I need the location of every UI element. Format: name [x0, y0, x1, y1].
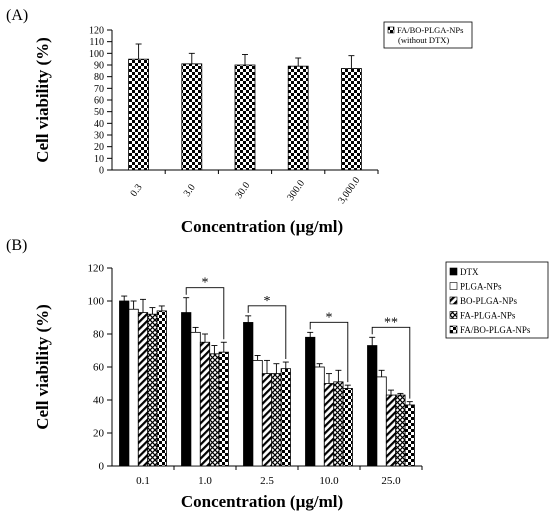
x-tick-label: 2.5: [260, 475, 274, 487]
bar: [199, 341, 211, 467]
significance-bracket: [309, 321, 349, 383]
x-tick-label: 0.1: [136, 475, 150, 487]
bar: [385, 394, 397, 467]
legend-label: PLGA-NPs: [460, 282, 502, 292]
legend-label-line2: (without DTX): [398, 35, 449, 45]
y-tick-label: 70: [94, 84, 104, 95]
bar: [340, 68, 362, 171]
legend-swatch: [449, 267, 458, 276]
bar: [261, 373, 273, 467]
legend: DTX PLGA-NPs BO-PLGA-NPs FA-PLGA-NPs FA/BO-P…: [445, 261, 549, 339]
significance-bracket: [247, 305, 287, 360]
legend: FA/BO-PLGA-NPs(without DTX): [383, 21, 473, 49]
y-tick-label: 40: [93, 395, 105, 407]
y-tick-label: 100: [89, 49, 104, 60]
legend-swatch: [449, 282, 458, 290]
y-tick-label: 100: [88, 296, 105, 308]
y-tick-label: 50: [94, 107, 104, 118]
y-tick-label: 120: [89, 26, 104, 37]
y-tick-label: 0: [99, 166, 104, 177]
x-tick-label: 3,000.0: [336, 175, 362, 206]
x-tick-label: 25.0: [381, 475, 401, 487]
x-tick-label: 1.0: [198, 475, 212, 487]
bar: [376, 376, 387, 467]
y-axis-title: Cell viability (%): [33, 304, 52, 430]
y-tick-label: 10: [94, 154, 104, 165]
bar: [234, 64, 256, 171]
significance-label: *: [264, 294, 271, 309]
bar: [218, 351, 229, 467]
x-tick-label: 3.0: [182, 182, 198, 199]
legend-label: FA-PLGA-NPs: [460, 311, 516, 321]
x-axis-title: Concentration (µg/ml): [181, 217, 343, 236]
bar: [190, 331, 201, 467]
bar: [181, 63, 203, 171]
bar: [156, 310, 167, 467]
y-tick-label: 80: [93, 329, 105, 341]
legend-swatch: [449, 296, 458, 305]
legend-swatch: [449, 311, 458, 319]
bar: [137, 312, 149, 467]
legend-swatch: [449, 325, 458, 334]
y-tick-label: 120: [88, 263, 105, 275]
legend-box: [445, 261, 549, 339]
bar: [209, 353, 220, 467]
legend-label: BO-PLGA-NPs: [460, 296, 518, 306]
bar: [287, 65, 309, 171]
significance-bracket: [371, 326, 411, 399]
bar: [252, 359, 263, 467]
significance-label: *: [326, 310, 333, 325]
panel-label: (B): [6, 237, 27, 254]
x-tick-label: 30.0: [233, 180, 252, 201]
bar: [119, 300, 130, 467]
legend-swatch: [387, 26, 395, 34]
bar: [342, 388, 353, 467]
bar: [280, 368, 291, 467]
bar: [243, 322, 254, 467]
panel-label: (A): [6, 7, 28, 24]
legend-label: FA/BO-PLGA-NPs: [460, 325, 531, 335]
bar: [323, 383, 335, 467]
bar: [305, 336, 316, 467]
significance-label: *: [202, 276, 209, 291]
significance-label: **: [384, 315, 398, 330]
bar: [395, 394, 406, 467]
y-tick-label: 40: [94, 119, 104, 130]
y-tick-label: 60: [94, 96, 104, 107]
y-tick-label: 0: [99, 461, 105, 473]
bar: [181, 312, 192, 467]
y-axis-title: Cell viability (%): [33, 37, 52, 163]
legend-label: FA/BO-PLGA-NPs: [397, 25, 463, 35]
x-tick-label: 300.0: [285, 178, 307, 203]
bar: [367, 345, 378, 467]
bar: [128, 308, 139, 467]
x-axis-title: Concentration (µg/ml): [181, 492, 343, 511]
legend-box: [383, 21, 473, 49]
bar: [333, 381, 344, 467]
y-tick-label: 60: [93, 362, 105, 374]
bar: [147, 313, 158, 467]
x-tick-label: 0.3: [128, 182, 144, 199]
significance-bracket: [185, 287, 225, 340]
bar: [404, 404, 415, 467]
bar: [314, 366, 325, 467]
y-tick-label: 110: [89, 37, 104, 48]
bar: [271, 373, 282, 467]
x-tick-label: 10.0: [319, 475, 339, 487]
legend-label: DTX: [460, 267, 479, 277]
bar: [128, 58, 150, 171]
y-tick-label: 20: [94, 142, 104, 153]
y-tick-label: 80: [94, 72, 104, 83]
y-tick-label: 90: [94, 61, 104, 72]
y-tick-label: 30: [94, 131, 104, 142]
y-tick-label: 20: [93, 428, 105, 440]
